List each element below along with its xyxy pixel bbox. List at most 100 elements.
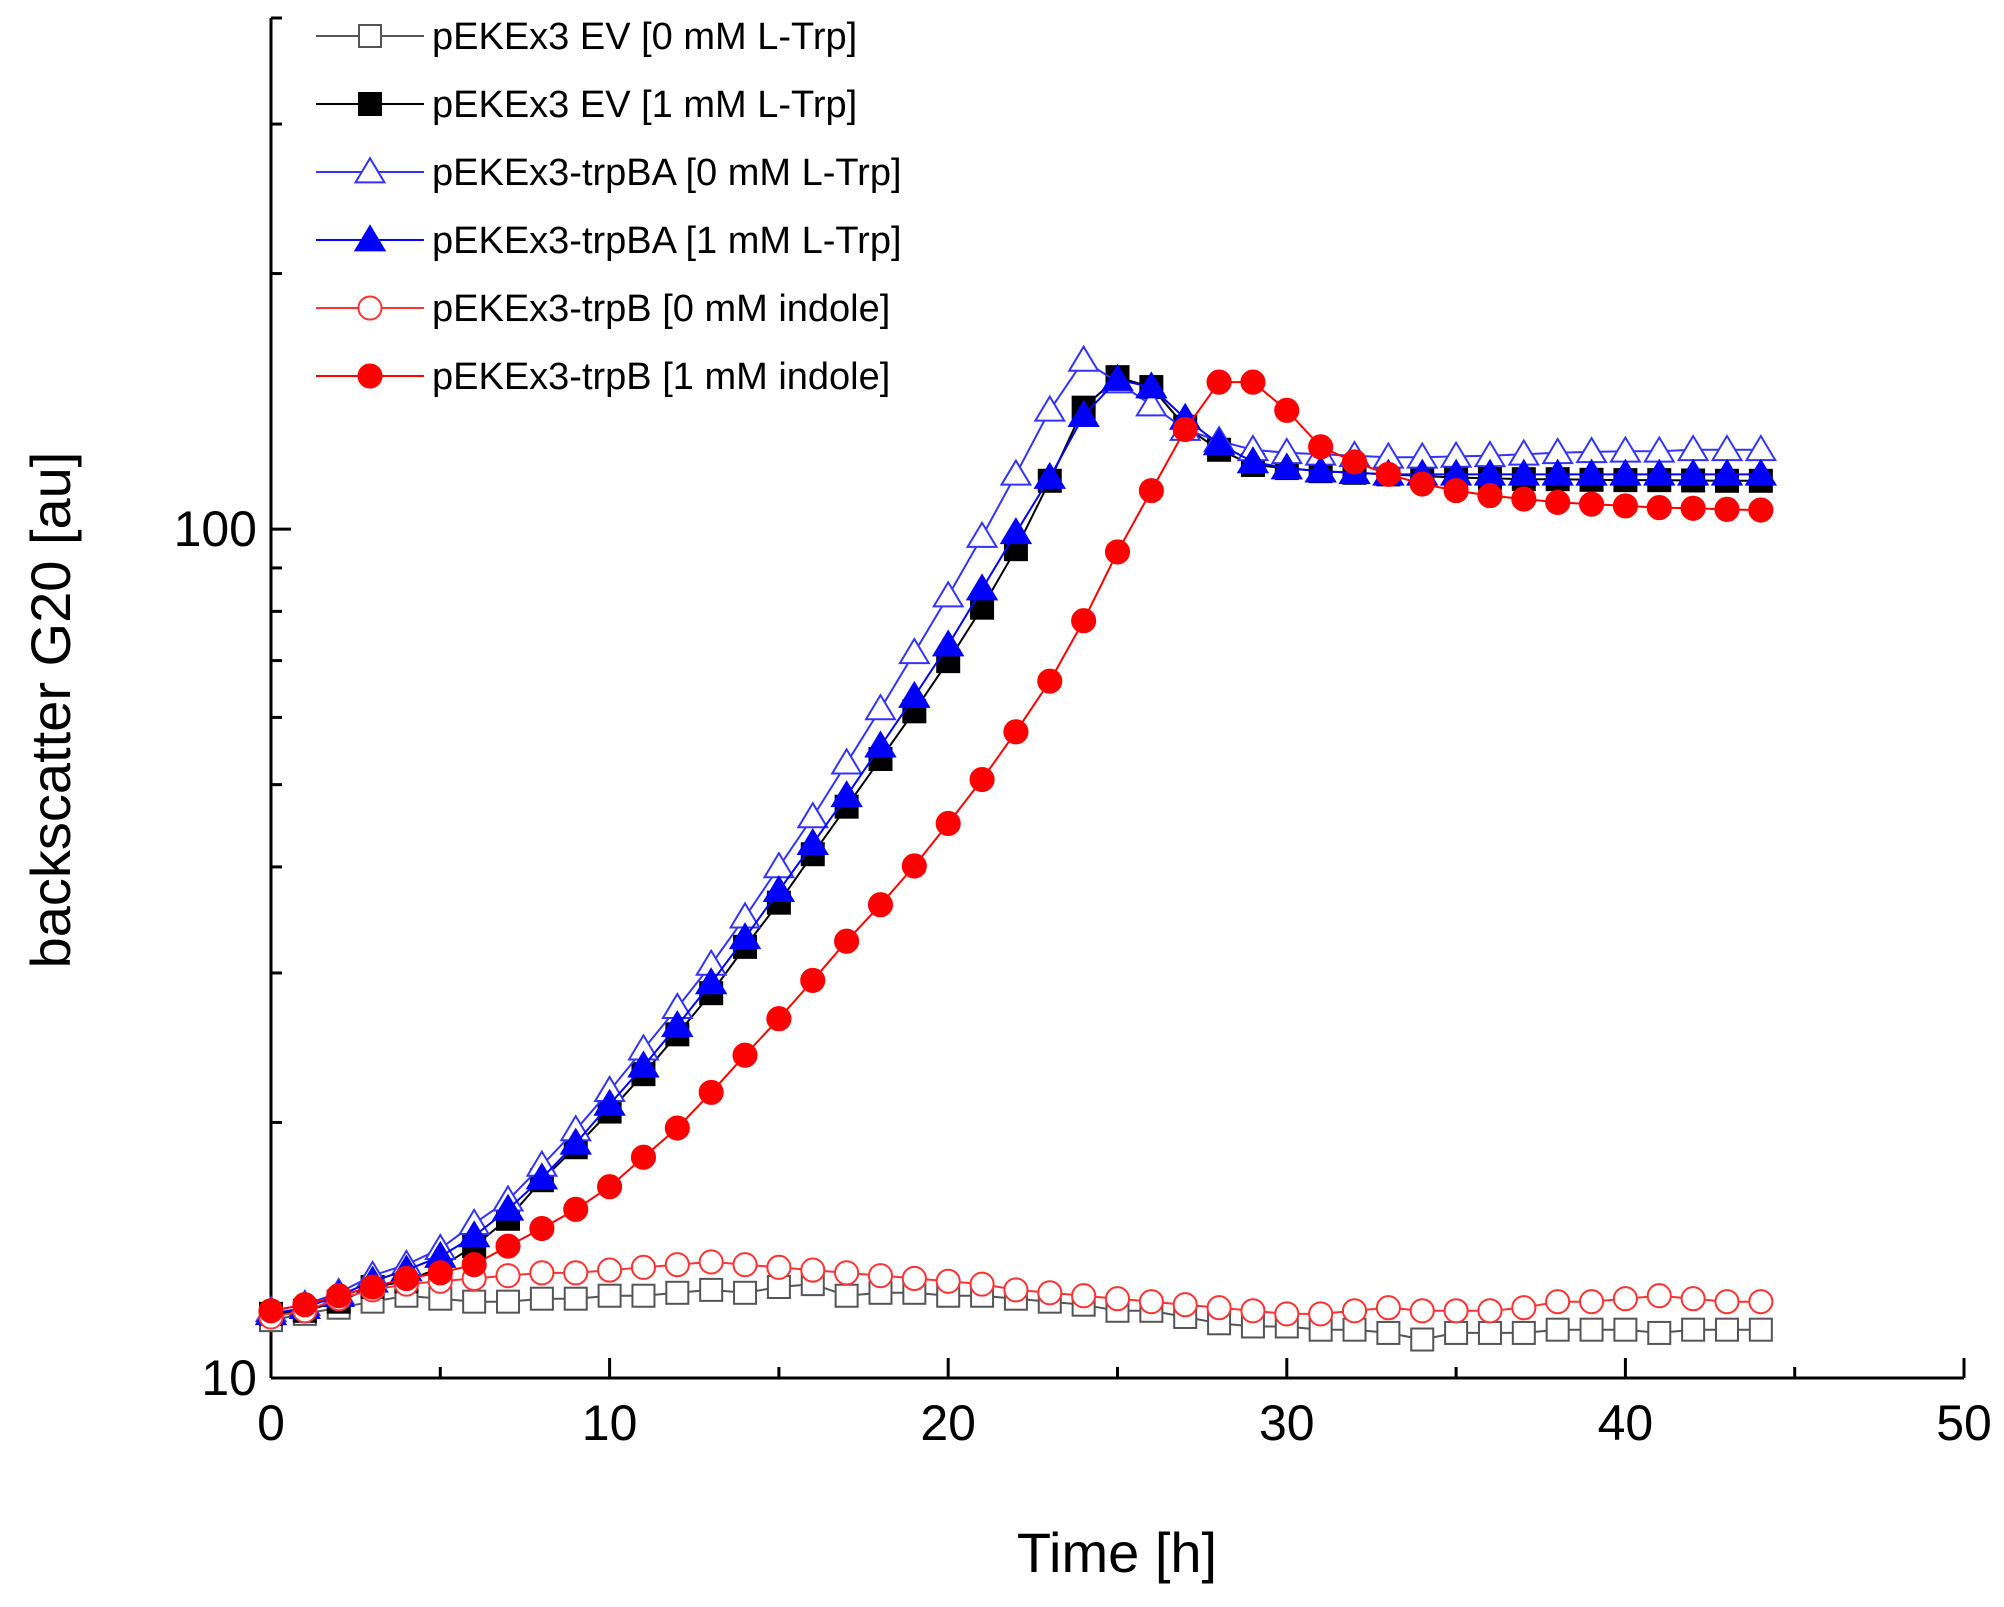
data-point (800, 1257, 826, 1283)
data-point (1748, 1289, 1774, 1315)
x-tick-label: 10 (582, 1395, 638, 1451)
data-point (1071, 1283, 1097, 1309)
legend-marker (358, 24, 382, 48)
data-point (733, 1280, 758, 1305)
data-point (1541, 458, 1574, 486)
data-point (864, 693, 897, 721)
data-point (935, 1268, 961, 1294)
legend-item: pEKEx3-trpBA [0 mM L-Trp] (316, 152, 902, 194)
data-point (630, 1254, 657, 1280)
data-point (1477, 1298, 1503, 1324)
data-point (1444, 1320, 1469, 1345)
data-point (1104, 1286, 1131, 1312)
data-point (631, 1283, 656, 1308)
data-point (326, 1283, 352, 1309)
series-1 (259, 365, 1773, 1326)
data-point (1676, 458, 1710, 486)
data-point (898, 637, 931, 665)
data-point (664, 1115, 690, 1141)
data-point (732, 1252, 758, 1278)
data-point (1714, 496, 1740, 522)
data-point (1236, 446, 1270, 474)
data-point (901, 1265, 927, 1291)
data-point (766, 1254, 792, 1280)
data-point (762, 875, 796, 903)
legend-label: pEKEx3-trpBA [1 mM L-Trp] (432, 220, 902, 262)
data-point (1341, 449, 1368, 475)
data-point (1240, 369, 1266, 395)
y-axis-title: backscatter G20 [au] (19, 452, 82, 969)
data-point (800, 967, 826, 993)
data-point (1443, 478, 1469, 504)
data-point (1477, 483, 1503, 509)
legend-item: pEKEx3 EV [0 mM L-Trp] (316, 16, 857, 58)
data-point (969, 1271, 995, 1297)
data-point (1714, 1317, 1739, 1342)
legend: pEKEx3 EV [0 mM L-Trp] pEKEx3 EV [1 mM L-… (316, 16, 902, 398)
data-point (830, 780, 863, 808)
data-point (1104, 539, 1131, 565)
data-point (529, 1260, 555, 1286)
data-point (834, 1283, 859, 1308)
x-tick-label: 50 (1936, 1395, 1992, 1451)
data-point (901, 853, 927, 879)
data-point (766, 1006, 792, 1032)
data-point (762, 851, 796, 879)
data-point (867, 1263, 894, 1289)
data-point (1578, 491, 1605, 517)
data-point (796, 827, 829, 856)
data-point (529, 1286, 554, 1311)
data-point (1443, 1298, 1469, 1324)
data-point (661, 1010, 694, 1038)
data-point (1033, 461, 1066, 489)
data-point (1304, 455, 1337, 483)
data-point (699, 1277, 724, 1302)
data-point (597, 1283, 622, 1308)
data-point (461, 1252, 487, 1278)
data-point (1071, 608, 1097, 634)
data-point (563, 1196, 589, 1222)
legend-item: pEKEx3 EV [1 mM L-Trp] (316, 84, 857, 126)
data-point (935, 810, 961, 837)
data-point (698, 1079, 724, 1105)
data-point (630, 1144, 657, 1170)
data-point (563, 1260, 589, 1286)
data-point (830, 747, 863, 775)
data-point (1172, 416, 1198, 443)
data-point (1714, 1289, 1740, 1315)
data-point (1138, 1289, 1164, 1315)
legend-marker (357, 295, 383, 321)
data-point (1138, 478, 1164, 504)
x-tick-label: 20 (920, 1395, 976, 1451)
data-point (931, 629, 965, 657)
series-line (270, 359, 1761, 1312)
data-point (1507, 458, 1541, 486)
data-point (834, 928, 860, 954)
data-point (1037, 668, 1063, 694)
data-point (1409, 471, 1435, 497)
data-point (665, 1280, 690, 1305)
data-point (1748, 497, 1774, 523)
data-point (898, 680, 931, 708)
data-point (1612, 493, 1638, 519)
data-point (969, 766, 995, 793)
data-point (999, 517, 1033, 545)
data-point (1511, 1320, 1536, 1345)
data-point (1202, 428, 1236, 456)
legend-label: pEKEx3-trpBA [0 mM L-Trp] (432, 152, 902, 194)
data-point (999, 458, 1033, 486)
data-point (1511, 1295, 1537, 1321)
series-2 (254, 344, 1778, 1323)
data-point (1206, 1295, 1232, 1321)
data-point (559, 1127, 592, 1155)
data-point (796, 801, 829, 829)
data-point (1274, 1301, 1300, 1327)
data-point (1643, 458, 1676, 486)
data-point (1681, 1317, 1706, 1342)
data-point (1003, 1277, 1029, 1303)
data-point (1680, 1286, 1706, 1312)
data-point (1206, 369, 1232, 395)
data-point (1612, 1286, 1638, 1312)
data-point (1135, 389, 1168, 417)
